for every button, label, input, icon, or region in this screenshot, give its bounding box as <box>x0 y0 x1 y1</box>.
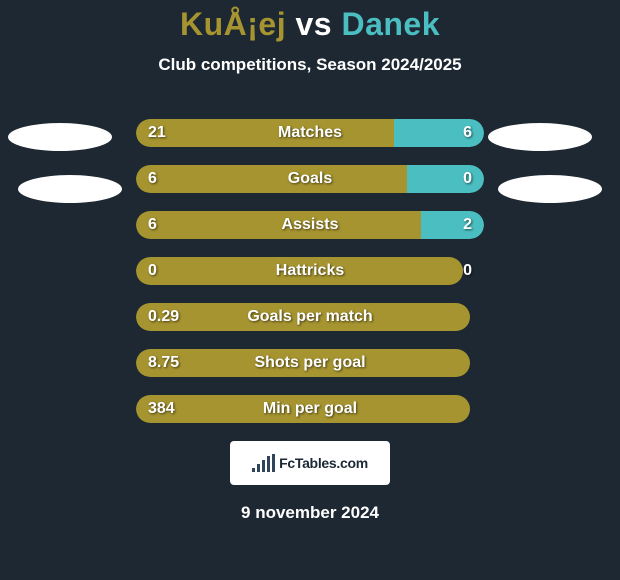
subtitle: Club competitions, Season 2024/2025 <box>0 55 620 75</box>
value-left: 6 <box>148 216 157 234</box>
row-label: Assists <box>282 216 339 234</box>
row-label: Min per goal <box>263 400 357 418</box>
value-right: 0 <box>463 170 472 188</box>
comparison-row: 6 2 Assists <box>136 211 484 239</box>
value-right: 0 <box>463 262 472 280</box>
bar-left-segment <box>136 119 394 147</box>
bar-left-segment <box>136 165 407 193</box>
row-label: Hattricks <box>276 262 344 280</box>
comparison-row: 0.29 Goals per match <box>136 303 484 331</box>
row-label: Matches <box>278 124 342 142</box>
decorative-ellipse <box>498 175 602 203</box>
comparison-row: 8.75 Shots per goal <box>136 349 484 377</box>
bar-right-segment <box>421 211 484 239</box>
decorative-ellipse <box>18 175 122 203</box>
value-left: 0.29 <box>148 308 179 326</box>
value-right: 6 <box>463 124 472 142</box>
value-left: 6 <box>148 170 157 188</box>
player2-name: Danek <box>341 6 440 42</box>
vs-label: vs <box>295 6 332 42</box>
row-label: Goals per match <box>247 308 372 326</box>
date-label: 9 november 2024 <box>0 503 620 523</box>
comparison-row: 21 6 Matches <box>136 119 484 147</box>
decorative-ellipse <box>488 123 592 151</box>
value-left: 0 <box>148 262 157 280</box>
player1-name: KuÅ¡ej <box>180 6 286 42</box>
site-logo-text: FcTables.com <box>279 455 368 471</box>
bars-icon <box>252 454 275 472</box>
comparison-row: 6 0 Goals <box>136 165 484 193</box>
row-label: Goals <box>288 170 332 188</box>
comparison-row: 384 Min per goal <box>136 395 484 423</box>
page-title: KuÅ¡ej vs Danek <box>0 0 620 43</box>
site-logo-inner: FcTables.com <box>252 454 368 472</box>
row-label: Shots per goal <box>254 354 365 372</box>
bar-right-segment <box>407 165 484 193</box>
value-right: 2 <box>463 216 472 234</box>
value-left: 8.75 <box>148 354 179 372</box>
bar-left-segment <box>136 211 421 239</box>
value-left: 21 <box>148 124 166 142</box>
value-left: 384 <box>148 400 175 418</box>
comparison-chart: 21 6 Matches 6 0 Goals 6 2 Assists 0 0 Hattricks 0.2… <box>0 119 620 423</box>
comparison-row: 0 0 Hattricks <box>136 257 484 285</box>
site-logo: FcTables.com <box>230 441 390 485</box>
decorative-ellipse <box>8 123 112 151</box>
